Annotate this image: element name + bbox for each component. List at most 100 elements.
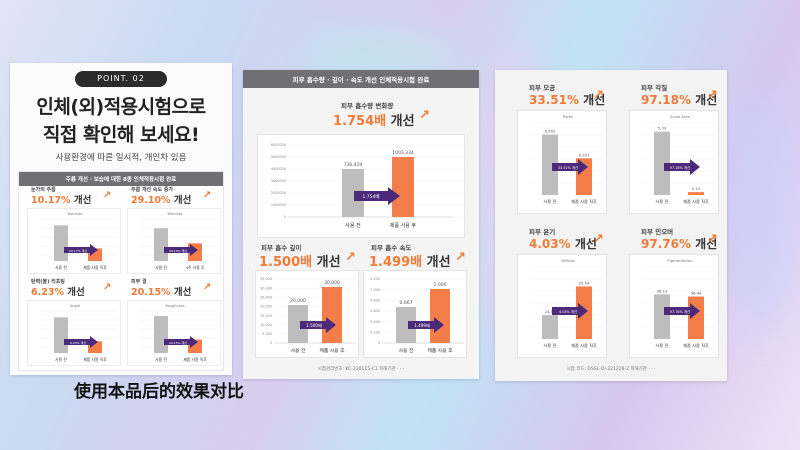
card-label: 피부 민오버 — [641, 228, 674, 236]
card-value: 97.18% 개선 — [641, 93, 718, 107]
after-label: 4주 사용 후 — [186, 265, 205, 270]
y-tick-label: 35,000 — [260, 277, 272, 281]
panel1-subtitle: 사용환경에 따른 일시적, 개인차 있음 — [55, 153, 187, 163]
panel3-card: 피부 윤기 4.03% 개선 ↗ Diffuse 24.55 25.54 4.03% 개… — [503, 220, 609, 360]
pill-arrow — [64, 244, 98, 256]
bar-after — [88, 341, 102, 353]
y-tick-label: 0 — [270, 341, 272, 345]
pill-arrow — [164, 336, 198, 348]
panel3-card: 피부 모공 33.51% 개선 ↗ Pores 0.502 0.307 33.51% 개… — [503, 76, 609, 216]
pill-text: 4.03% 개선 — [559, 309, 577, 314]
absorption-speed-chart: 1.200 1.000 0.800 0.600 0.400 0.200 0 0.667 1.… — [363, 270, 479, 358]
before-label: 사용 전 — [155, 265, 167, 270]
panel2-footer: 시험관리번호: KC-230115-C1 피해기관 · · · — [317, 367, 405, 372]
pill-text: 29.10% 개선 — [169, 248, 187, 253]
before-label: 사용 전 — [55, 357, 67, 362]
pill-arrow — [300, 317, 336, 333]
absorption-amount-card: 피부 흡수량 변화량 1.754배 개선 ↗ 6000000 5000000 400… — [253, 90, 469, 240]
absorption-speed-value: 1.499배 개선 — [369, 255, 451, 270]
after-label: 제품 사용 직후 — [683, 342, 709, 349]
chart-title: Wrinkles — [68, 212, 83, 216]
after-label: 제품 사용 직후 — [83, 265, 107, 270]
pill-arrow — [164, 244, 198, 256]
arrow-up-icon: ↗ — [593, 88, 604, 103]
chart-title: Scale Area — [670, 114, 690, 119]
pill-text: 33.51% 개선 — [558, 165, 578, 170]
after-label: 제품 사용 직후 — [183, 357, 207, 362]
y-tick-label: 1.000 — [370, 288, 380, 292]
arrow-up-icon: ↗ — [103, 190, 112, 201]
before-label: 사용 전 — [399, 347, 414, 354]
pill-arrow — [64, 336, 98, 348]
absorption-amount-chart: 6000000 5000000 4000000 3000000 2000000 10000… — [257, 134, 466, 238]
pill-arrow — [664, 159, 700, 175]
y-tick-label: 5000000 — [271, 155, 286, 159]
absorption-amount-label: 피부 흡수량 변화량 — [341, 102, 394, 110]
before-label: 사용 전 — [155, 357, 167, 362]
panel1-title-line1: 인체(외)적용시험으로 — [36, 96, 206, 118]
pill-text: 97.18% 개선 — [670, 165, 690, 170]
bar-before — [54, 225, 68, 261]
comparison-caption: 使用本品后的效果对比 — [74, 382, 244, 402]
point-badge: POINT. 02 — [75, 71, 167, 87]
y-tick-label: 25,000 — [260, 295, 272, 299]
panel1-header: 주름 개선 · 보습에 대한 8종 인체적용시험 완료 — [19, 172, 223, 186]
bar-before — [654, 294, 670, 339]
y-tick-label: 0 — [284, 215, 286, 219]
bar-before — [542, 315, 558, 339]
chart-title: Pigmentation — [667, 258, 693, 263]
panel3-footer: 시험 코드: DSSL-OI-221228-2 피해기관 · · · — [566, 367, 656, 372]
arrow-up-icon: ↗ — [593, 232, 604, 247]
bar-before — [54, 317, 68, 353]
before-value: 38.13 — [657, 288, 668, 293]
y-tick-label: 0.600 — [370, 309, 380, 313]
before-value: 5.33 — [658, 126, 667, 131]
before-label: 사용 전 — [656, 198, 669, 205]
y-tick-label: 2000000 — [271, 191, 286, 195]
absorption-speed-label: 피부 흡수 속도 — [371, 244, 412, 252]
absorption-depth-card: 피부 흡수 깊이 1.500배 개선 ↗ 35,000 30,000 25,000 2… — [253, 242, 452, 362]
chart-title: Pores — [563, 114, 573, 119]
chart-title: Diffuse — [561, 258, 575, 263]
y-tick-label: 10,000 — [260, 323, 272, 327]
after-label: 제품 사용 후 — [319, 347, 345, 354]
panel-absorption-results: 피부 흡수량 · 깊이 · 속도 개선 인체적용시험 완료 피부 흡수량 변화량… — [243, 70, 479, 379]
before-label: 사용 전 — [544, 198, 557, 205]
y-tick-label: 3000000 — [271, 179, 286, 183]
before-label: 사용 전 — [291, 347, 306, 354]
card-value: 4.03% 개선 — [529, 237, 597, 251]
y-tick-label: 0.800 — [370, 299, 380, 303]
pill-text: 6.23% 개선 — [70, 340, 86, 345]
bar-before — [654, 131, 670, 195]
chart-title: Wrinkles — [168, 212, 183, 216]
panel1-card: 눈가의 주름 10.17% 개선 ↗ Wrinkles 10.17% 개선 사용 전 제… — [23, 186, 121, 276]
arrow-up-icon: ↗ — [707, 232, 718, 247]
after-value: 0.15 — [692, 186, 701, 191]
panel-wrinkle-results: POINT. 02 인체(외)적용시험으로 직접 확인해 보세요! 사용환경에 … — [10, 63, 232, 375]
card-value: 6.23% 개선 — [31, 287, 85, 298]
bar-before — [154, 228, 168, 261]
card-label: 눈가의 주름 — [31, 187, 56, 193]
after-value: 25.54 — [579, 280, 590, 285]
before-label: 사용 전 — [345, 222, 361, 229]
y-tick-label: 0.200 — [370, 331, 380, 335]
after-value: 36.44 — [691, 291, 702, 296]
y-tick-label: 0.400 — [370, 320, 380, 324]
y-tick-label: 1000000 — [271, 203, 286, 207]
after-value: 1003,334 — [392, 150, 414, 156]
absorption-depth-value: 1.500배 개선 — [259, 255, 341, 270]
pill-arrow — [354, 187, 400, 205]
after-label: 제품 사용 직후 — [83, 357, 107, 362]
panel1-card: 피부 결 20.15% 개선 ↗ Roughness 20.15% 개선 사용 전 제품… — [123, 278, 221, 368]
absorption-speed-card: 피부 흡수 속도 1.499배 개선 ↗ 1.200 1.000 0.800 0.60… — [363, 242, 479, 362]
after-label: 제품 사용 후 — [390, 222, 417, 229]
bar-after — [392, 157, 414, 217]
before-label: 사용 전 — [656, 342, 669, 349]
bar-before — [396, 307, 416, 343]
